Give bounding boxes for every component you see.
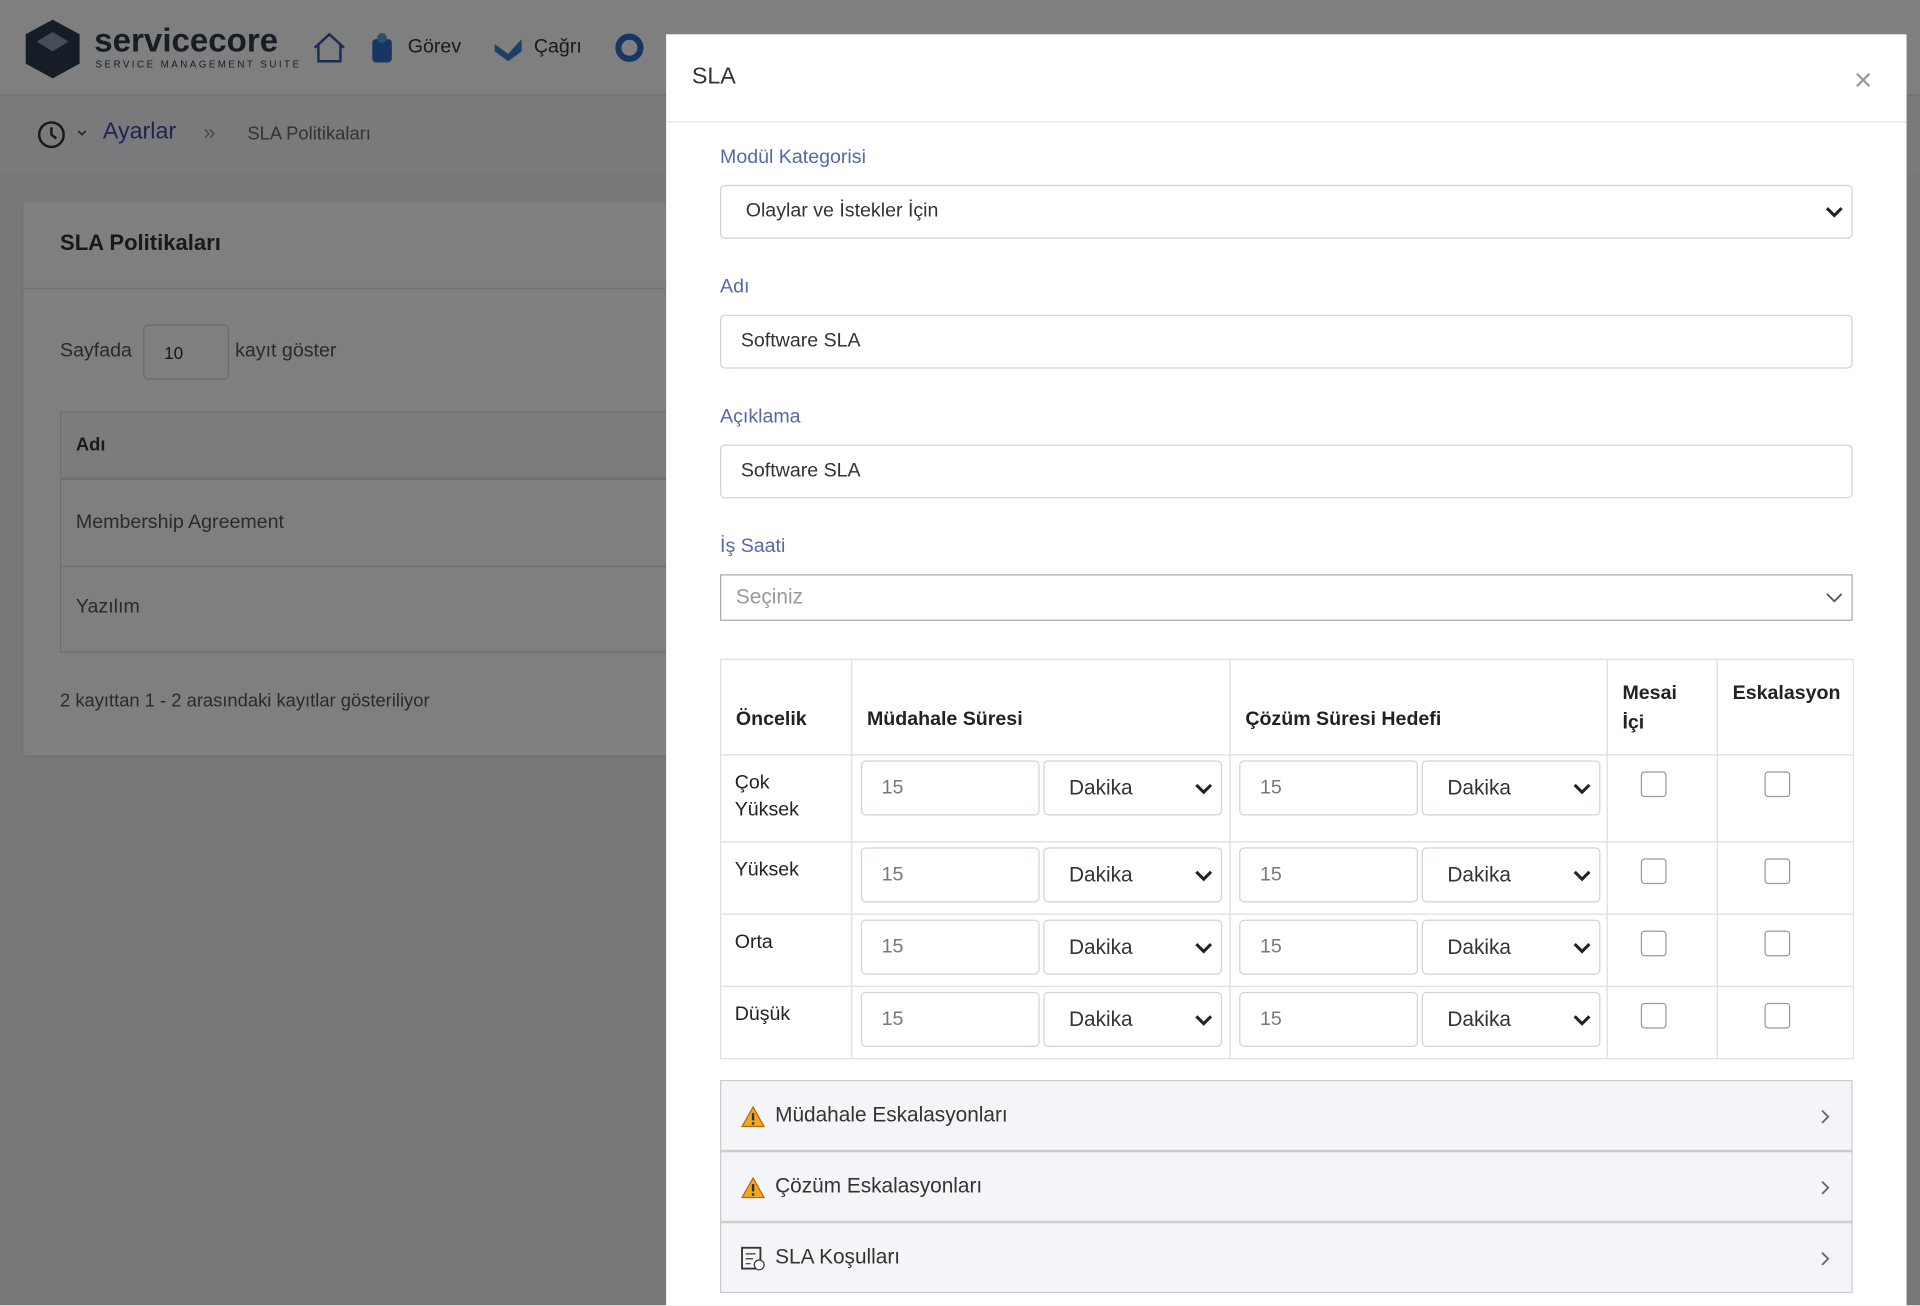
warning-icon [741, 1176, 766, 1199]
chevron [1826, 593, 1843, 603]
input-value: 15 [881, 776, 904, 798]
chevron [1573, 942, 1591, 953]
accordion-title: SLA Koşulları [775, 1245, 901, 1269]
number-input[interactable]: 15 [1239, 760, 1418, 816]
accordion-item[interactable]: Çözüm Eskalasyonları [720, 1151, 1853, 1223]
field-value: Software SLA [740, 460, 861, 482]
select-value: Dakika [1447, 934, 1511, 959]
header-text: Eskalasyon [1732, 683, 1841, 705]
priority: Yüksek [734, 859, 799, 881]
text-input[interactable]: Software SLA [720, 314, 1853, 369]
table-header: Mesai İçi [1606, 658, 1718, 756]
unit-select[interactable]: Dakika [1043, 919, 1223, 975]
accordion-item[interactable]: SLA Koşulları [720, 1222, 1853, 1294]
select-value: Dakika [1447, 1007, 1511, 1031]
field-label: Modül Kategorisi [720, 146, 866, 168]
priority: Orta [734, 931, 773, 953]
unit-select[interactable]: Dakika [1421, 919, 1601, 975]
field-label: İş Saati [720, 536, 786, 558]
select[interactable]: Olaylar ve İstekler İçin [720, 184, 1853, 239]
checkbox[interactable] [1764, 930, 1791, 957]
field-label: Adı [720, 276, 750, 298]
select-value: Dakika [1447, 775, 1511, 799]
number-input[interactable]: 15 [860, 991, 1040, 1047]
accordion-title: Müdahale Eskalasyonları [775, 1103, 1008, 1127]
number-input[interactable]: 15 [860, 847, 1040, 903]
number-input[interactable]: 15 [1239, 919, 1418, 975]
close-button[interactable]: × [1853, 61, 1873, 98]
input-value: 15 [881, 936, 904, 957]
table-cell [1716, 754, 1854, 843]
input-value: 15 [881, 1008, 904, 1030]
table-cell [1716, 985, 1854, 1060]
conditions-icon [741, 1246, 765, 1271]
table-header: Çözüm Süresi Hedefi [1229, 658, 1608, 756]
input-value: 15 [1260, 863, 1282, 885]
chevron [1195, 942, 1213, 953]
number-input[interactable]: 15 [1239, 847, 1418, 903]
table-header: Müdahale Süresi [851, 658, 1231, 756]
checkbox[interactable] [1640, 858, 1667, 885]
chevron-right [1821, 1252, 1830, 1266]
header-text: Müdahale Süresi [866, 708, 1023, 730]
chevron [1195, 1014, 1213, 1026]
select-value: Dakika [1068, 775, 1133, 799]
chevron [1195, 783, 1213, 794]
header-text: Mesai İçi [1622, 683, 1677, 734]
divider [666, 121, 1907, 123]
number-input[interactable]: 15 [860, 919, 1040, 975]
checkbox[interactable] [1764, 858, 1791, 885]
placeholder: Seçiniz [735, 585, 804, 609]
field-value: Software SLA [740, 330, 861, 352]
checkbox[interactable] [1640, 930, 1667, 957]
warning-icon [741, 1105, 766, 1128]
checkbox[interactable] [1640, 1002, 1667, 1029]
checkbox[interactable] [1764, 771, 1791, 798]
table-cell [1606, 754, 1718, 843]
select[interactable]: Seçiniz [720, 574, 1853, 621]
chevron [1195, 870, 1213, 881]
unit-select[interactable]: Dakika [1421, 991, 1601, 1047]
chevron-right [1821, 1180, 1830, 1195]
checkbox[interactable] [1764, 1002, 1791, 1029]
chevron [1825, 207, 1843, 218]
accordion-title: Çözüm Eskalasyonları [775, 1174, 983, 1198]
select-value: Dakika [1068, 1007, 1133, 1031]
priority: Düşük [734, 1004, 791, 1025]
input-value: 15 [881, 863, 904, 885]
chevron [1573, 783, 1591, 794]
textarea[interactable]: Software SLA [720, 444, 1853, 499]
unit-select[interactable]: Dakika [1043, 847, 1223, 903]
input-value: 15 [1260, 776, 1282, 798]
field-value: Olaylar ve İstekler İçin [745, 200, 939, 222]
chevron [1573, 870, 1591, 881]
number-input[interactable]: 15 [1239, 991, 1418, 1047]
accordion-item[interactable]: Müdahale Eskalasyonları [720, 1080, 1853, 1152]
unit-select[interactable]: Dakika [1043, 991, 1223, 1047]
unit-select[interactable]: Dakika [1421, 847, 1601, 903]
header-text: Çözüm Süresi Hedefi [1245, 708, 1442, 730]
input-value: 15 [1260, 936, 1282, 957]
modal-title: SLA [691, 63, 736, 90]
table-header: Öncelik [720, 658, 853, 756]
select-value: Dakika [1068, 862, 1133, 886]
checkbox[interactable] [1640, 771, 1667, 798]
unit-select[interactable]: Dakika [1421, 760, 1601, 816]
chevron-right [1821, 1109, 1830, 1124]
unit-select[interactable]: Dakika [1043, 760, 1223, 816]
priority: Çok Yüksek [734, 772, 799, 821]
select-value: Dakika [1068, 934, 1133, 959]
header-text: Öncelik [735, 708, 807, 730]
select-value: Dakika [1447, 862, 1511, 886]
chevron [1573, 1014, 1591, 1026]
table-header: Eskalasyon [1716, 658, 1854, 756]
input-value: 15 [1260, 1008, 1282, 1030]
field-label: Açıklama [720, 406, 801, 428]
number-input[interactable]: 15 [860, 760, 1040, 816]
